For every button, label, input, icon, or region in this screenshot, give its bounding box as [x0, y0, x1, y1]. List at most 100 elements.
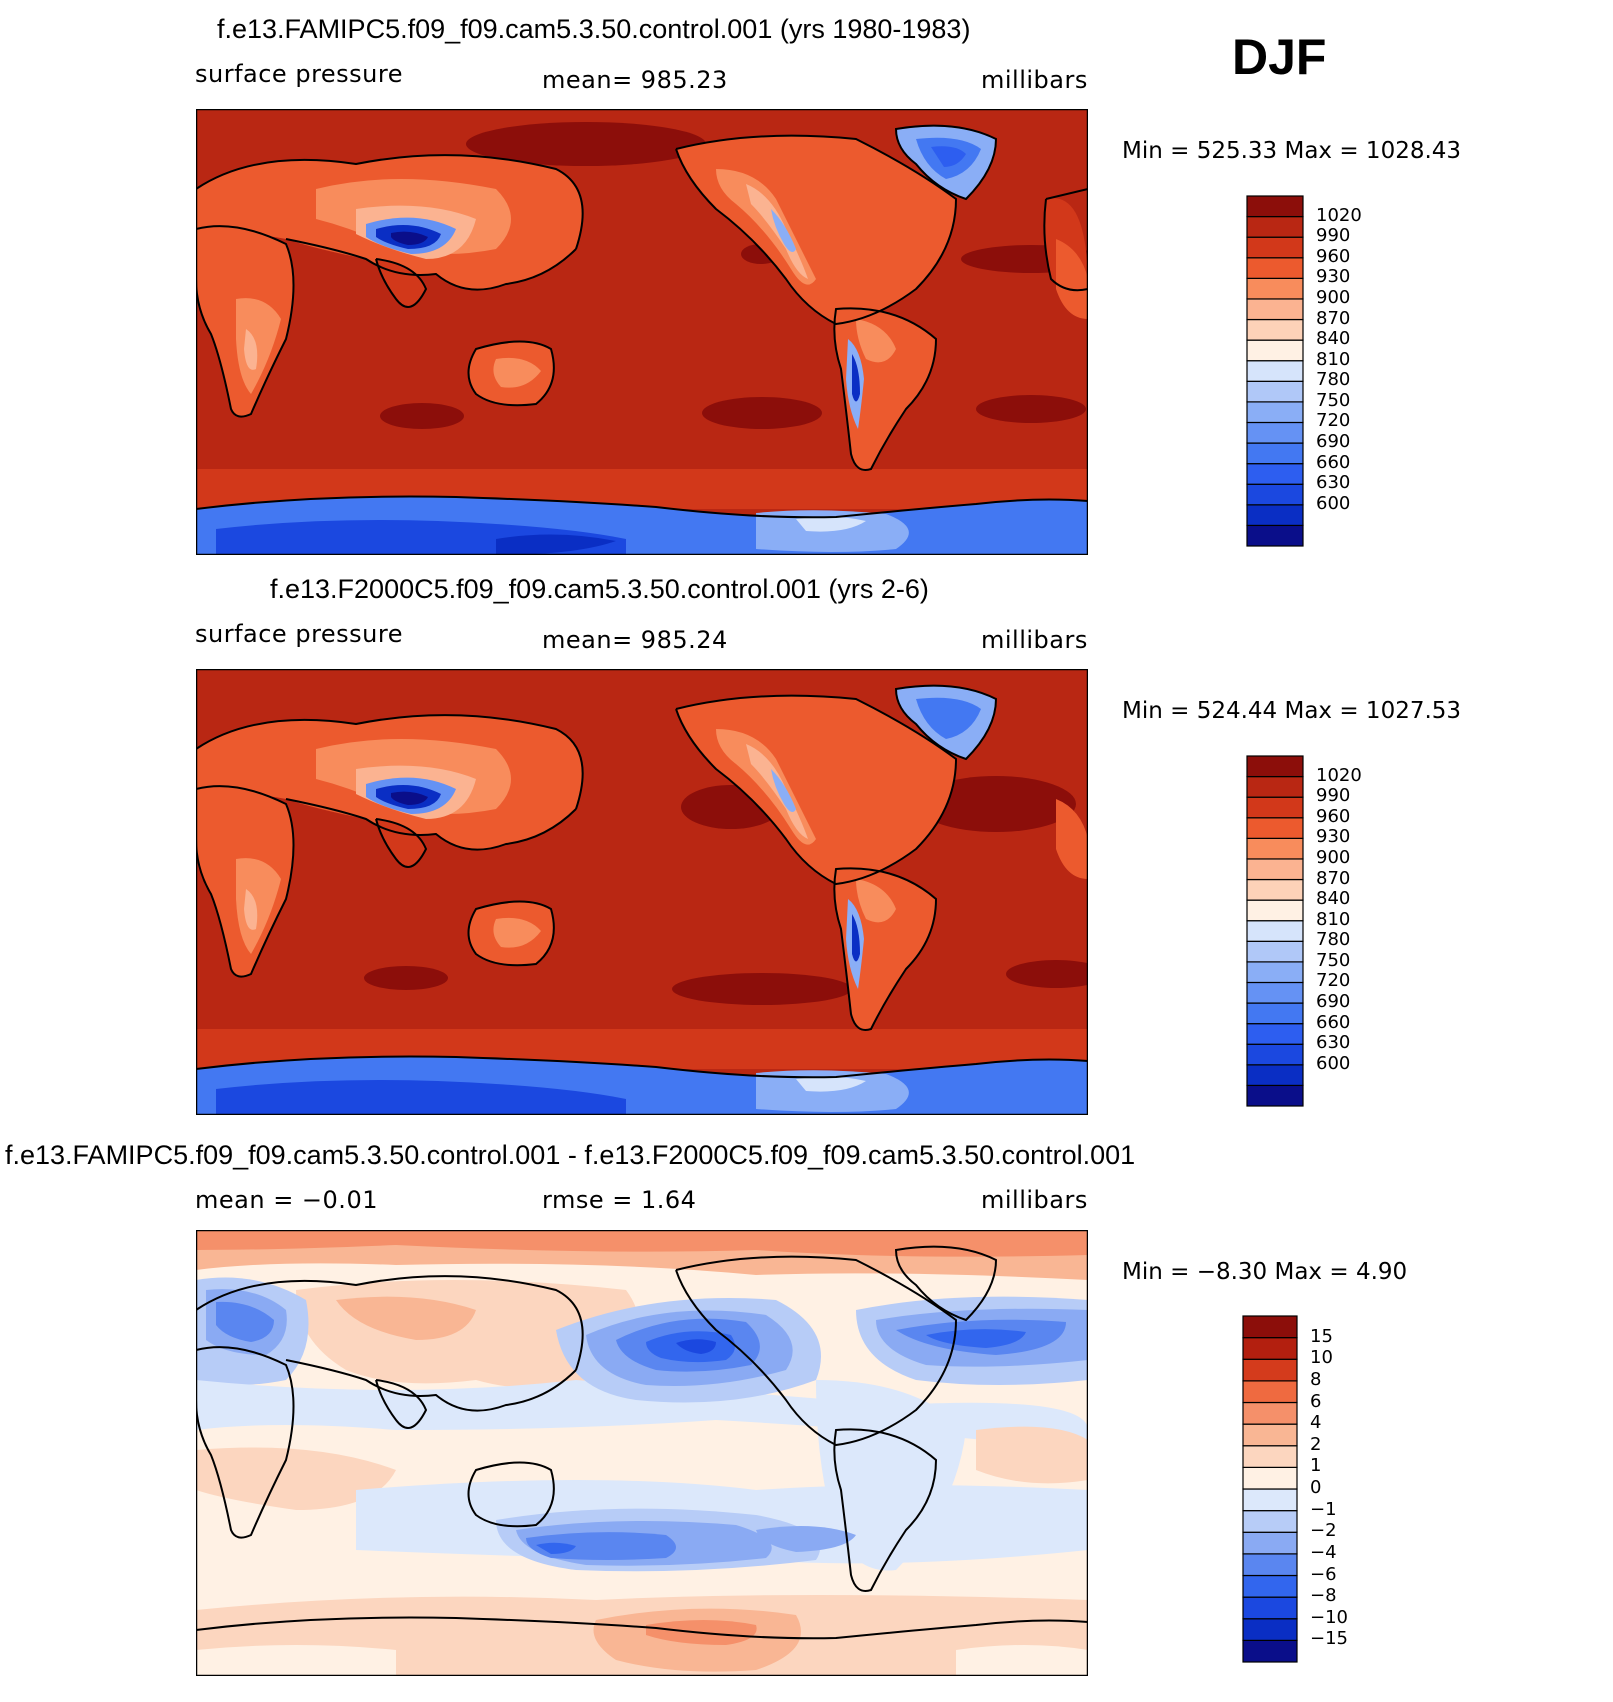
colorbar-swatch	[1246, 1023, 1304, 1045]
coastlines	[196, 684, 1088, 1079]
colorbar-tick-label: 8	[1310, 1368, 1322, 1390]
colorbar-swatch	[1242, 1596, 1298, 1620]
colorbar-swatch	[1246, 421, 1304, 444]
colorbar-tick-label: 720	[1316, 970, 1351, 992]
coastlines	[196, 1245, 1088, 1640]
colorbar-tick-label: 780	[1316, 929, 1351, 951]
colorbar-swatch	[1242, 1315, 1298, 1339]
colorbar-tick-label: 4	[1310, 1412, 1322, 1434]
colorbar-tick-label: −2	[1310, 1520, 1337, 1542]
colorbar-tick-label: 840	[1316, 888, 1351, 910]
colorbar-swatch	[1246, 858, 1304, 881]
colorbar-tick-label: 780	[1316, 369, 1351, 391]
panel-2-mean-label: mean= 985.24	[542, 626, 728, 654]
colorbar-tick-label: −10	[1310, 1606, 1348, 1628]
map-frame	[196, 669, 1088, 1115]
colorbar-swatch	[1246, 442, 1304, 465]
colorbar-tick-label: 15	[1310, 1325, 1333, 1347]
colorbar-tick-label: 600	[1316, 1052, 1351, 1074]
colorbar-swatch	[1242, 1423, 1298, 1447]
colorbar-swatch	[1246, 837, 1304, 860]
colorbar-swatch	[1246, 339, 1304, 362]
panel-1-colorbar	[1246, 195, 1304, 547]
colorbar-tick-label: 900	[1316, 286, 1351, 308]
panel-1-title: f.e13.FAMIPC5.f09_f09.cam5.3.50.control.…	[217, 14, 971, 44]
panel-1-map	[196, 109, 1088, 555]
colorbar-swatch	[1246, 796, 1304, 819]
coastlines	[196, 124, 1088, 519]
panel-1-left-label: surface pressure	[195, 60, 403, 88]
colorbar-tick-label: −6	[1310, 1563, 1337, 1585]
colorbar-swatch	[1246, 878, 1304, 901]
colorbar-swatch	[1246, 215, 1304, 238]
colorbar-swatch	[1246, 1064, 1304, 1087]
colorbar-swatch	[1246, 318, 1304, 341]
panel-3-minmax: Min = −8.30 Max = 4.90	[1122, 1259, 1408, 1285]
panel-2-map	[196, 669, 1088, 1115]
panel-3-title: f.e13.FAMIPC5.f09_f09.cam5.3.50.control.…	[5, 1140, 1136, 1170]
map-frame	[196, 109, 1088, 555]
colorbar-swatch	[1246, 940, 1304, 963]
colorbar-swatch	[1242, 1488, 1298, 1512]
colorbar-swatch	[1246, 298, 1304, 321]
colorbar-swatch	[1242, 1531, 1298, 1555]
colorbar-swatch	[1246, 380, 1304, 403]
panel-3-mean-label: mean = −0.01	[195, 1186, 378, 1214]
colorbar-tick-label: 0	[1310, 1477, 1322, 1498]
season-label: DJF	[1232, 29, 1327, 85]
colorbar-swatch	[1246, 775, 1304, 798]
colorbar-swatch	[1246, 1002, 1304, 1025]
colorbar-tick-label: 6	[1310, 1390, 1322, 1412]
panel-2-colorbar	[1246, 755, 1304, 1107]
colorbar-swatch	[1246, 483, 1304, 506]
colorbar-tick-label: 960	[1316, 805, 1351, 827]
colorbar-swatch	[1246, 1043, 1304, 1066]
colorbar-tick-label: 810	[1316, 908, 1351, 930]
colorbar-tick-label: 1020	[1316, 764, 1362, 786]
colorbar-tick-label: 840	[1316, 328, 1351, 350]
colorbar-tick-label: 10	[1310, 1347, 1333, 1369]
colorbar-swatch	[1242, 1639, 1298, 1663]
colorbar-swatch	[1242, 1466, 1298, 1490]
colorbar-swatch	[1242, 1510, 1298, 1533]
colorbar-tick-label: −15	[1310, 1628, 1348, 1650]
colorbar-tick-label: 630	[1316, 1032, 1351, 1054]
colorbar-swatch	[1246, 277, 1304, 300]
panel-1-mean-label: mean= 985.23	[542, 66, 728, 94]
colorbar-tick-label: 990	[1316, 225, 1351, 247]
colorbar-tick-label: 690	[1316, 431, 1351, 453]
colorbar-swatch	[1246, 504, 1304, 527]
colorbar-tick-label: 690	[1316, 991, 1351, 1013]
panel-2-units-label: millibars	[981, 626, 1088, 654]
colorbar-swatch	[1242, 1337, 1298, 1360]
colorbar-tick-label: 960	[1316, 245, 1351, 267]
colorbar-tick-label: 990	[1316, 785, 1351, 807]
colorbar-tick-label: 870	[1316, 867, 1351, 889]
colorbar-tick-label: 810	[1316, 348, 1351, 370]
colorbar-tick-label: 600	[1316, 492, 1351, 514]
panel-2-title: f.e13.F2000C5.f09_f09.cam5.3.50.control.…	[270, 574, 929, 604]
colorbar-tick-label: 1020	[1316, 204, 1362, 226]
colorbar-tick-label: 660	[1316, 1011, 1351, 1033]
colorbar-swatch	[1242, 1401, 1298, 1425]
colorbar-swatch	[1246, 817, 1304, 839]
colorbar-swatch	[1246, 360, 1304, 382]
map-fields	[196, 669, 1088, 1115]
colorbar-tick-label: −8	[1310, 1585, 1337, 1607]
map-fields	[196, 1230, 1088, 1676]
panel-1-minmax: Min = 525.33 Max = 1028.43	[1122, 138, 1462, 164]
colorbar-tick-label: 870	[1316, 307, 1351, 329]
colorbar-swatch	[1242, 1618, 1298, 1641]
colorbar-tick-label: 2	[1310, 1433, 1322, 1455]
colorbar-swatch	[1242, 1574, 1298, 1598]
colorbar-tick-label: −1	[1310, 1498, 1337, 1520]
colorbar-tick-label: 750	[1316, 949, 1351, 971]
panel-3-units-label: millibars	[981, 1186, 1088, 1214]
colorbar-swatch	[1246, 755, 1304, 778]
colorbar-tick-label: 930	[1316, 826, 1351, 848]
colorbar-swatch	[1246, 899, 1304, 922]
panel-3-colorbar	[1242, 1315, 1298, 1663]
map-fields	[196, 109, 1088, 555]
colorbar-swatch	[1242, 1445, 1298, 1468]
colorbar-tick-label: 630	[1316, 472, 1351, 494]
